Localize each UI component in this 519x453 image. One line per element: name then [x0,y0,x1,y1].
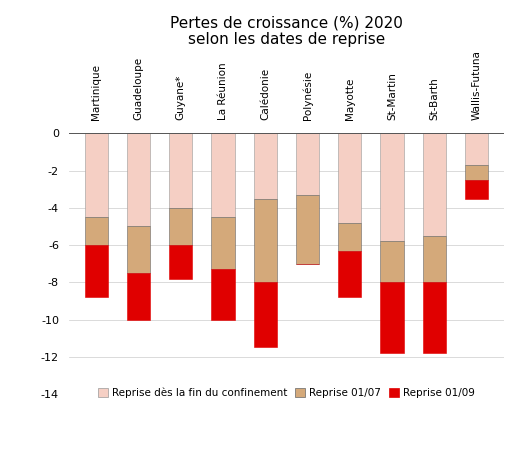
Bar [254,282,277,347]
Bar [465,133,488,165]
Bar [422,236,446,282]
Bar [465,180,488,198]
Title: Pertes de croissance (%) 2020
selon les dates de reprise: Pertes de croissance (%) 2020 selon les … [170,15,403,48]
Bar [211,217,235,269]
Bar [254,133,277,198]
Bar [296,195,319,264]
Bar [465,165,488,180]
Bar [380,133,404,241]
Bar [169,208,193,245]
Bar [254,198,277,282]
Bar [169,133,193,208]
Bar [422,133,446,236]
Bar [422,282,446,353]
Legend: Reprise dès la fin du confinement, Reprise 01/07, Reprise 01/09: Reprise dès la fin du confinement, Repri… [94,383,479,402]
Bar [338,223,361,251]
Bar [338,133,361,223]
Bar [211,133,235,217]
Bar [85,133,108,217]
Bar [338,251,361,297]
Bar [380,241,404,282]
Bar [127,226,150,273]
Bar [211,269,235,319]
Bar [296,133,319,195]
Bar [85,245,108,297]
Bar [380,282,404,353]
Bar [127,273,150,319]
Bar [85,217,108,245]
Bar [127,133,150,226]
Bar [169,245,193,279]
